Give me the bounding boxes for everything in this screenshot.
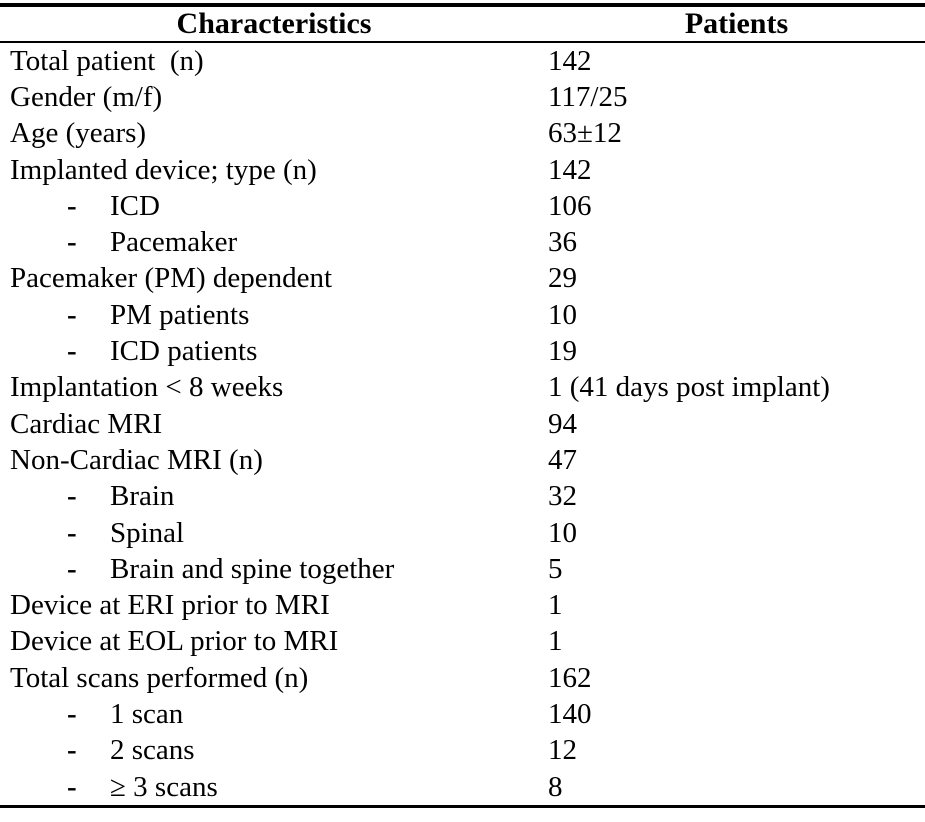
row-label: - ≥ 3 scans <box>0 771 548 804</box>
header-characteristics: Characteristics <box>176 7 372 40</box>
table-row: Total scans performed (n) 162 <box>0 660 925 696</box>
row-value: 10 <box>548 516 577 549</box>
row-label-text: Spinal <box>110 516 185 549</box>
row-label-text: ICD <box>110 189 160 222</box>
row-label: Implanted device; type (n) <box>10 153 317 186</box>
row-value: 1 <box>548 625 563 658</box>
row-bullet: - <box>67 734 77 767</box>
row-value: 10 <box>548 298 577 331</box>
row-label-text: PM patients <box>110 298 250 331</box>
row-label: - PM patients <box>0 299 548 332</box>
table-row: Device at EOL prior to MRI 1 <box>0 624 925 660</box>
row-bullet: - <box>67 189 77 222</box>
row-value: 1 (41 days post implant) <box>548 371 830 404</box>
row-label-text: 2 scans <box>110 734 195 767</box>
row-value: 32 <box>548 480 577 513</box>
row-label: - Brain <box>0 480 548 513</box>
row-label-text: 1 scan <box>110 697 184 730</box>
row-value: 12 <box>548 734 577 767</box>
table-row: Gender (m/f) 117/25 <box>0 79 925 115</box>
row-value: 142 <box>548 153 592 186</box>
row-value: 106 <box>548 189 592 222</box>
row-label-text: Pacemaker <box>110 226 238 259</box>
row-label-text: Brain <box>110 480 175 513</box>
row-value: 36 <box>548 226 577 259</box>
row-label: Age (years) <box>10 117 147 150</box>
row-bullet: - <box>67 226 77 259</box>
table-row: Cardiac MRI 94 <box>0 406 925 442</box>
header-patients: Patients <box>684 7 789 40</box>
row-bullet: - <box>67 298 77 331</box>
row-bullet: - <box>67 552 77 585</box>
row-value: 117/25 <box>548 80 628 113</box>
row-value: 162 <box>548 661 592 694</box>
row-label: - ICD <box>0 190 548 223</box>
table-row: Pacemaker (PM) dependent 29 <box>0 261 925 297</box>
row-label: Cardiac MRI <box>10 407 163 440</box>
row-value: 63±12 <box>548 117 622 150</box>
row-label: Gender (m/f) <box>10 80 163 113</box>
row-label: - Spinal <box>0 517 548 550</box>
row-value: 5 <box>548 552 563 585</box>
row-value: 94 <box>548 407 577 440</box>
row-value: 29 <box>548 262 577 295</box>
table-row: - Brain and spine together 5 <box>0 551 925 587</box>
table-row: - Pacemaker 36 <box>0 224 925 260</box>
table-row: Implanted device; type (n) 142 <box>0 152 925 188</box>
row-label: Implantation < 8 weeks <box>10 371 284 404</box>
table-bottom-rule <box>0 805 925 809</box>
row-bullet: - <box>67 335 77 368</box>
table-row: -2 scans 12 <box>0 733 925 769</box>
row-label: - Brain and spine together <box>0 553 548 586</box>
table-header-row: Characteristics Patients <box>0 7 925 41</box>
row-label: Device at EOL prior to MRI <box>10 625 339 658</box>
row-label: Device at ERI prior to MRI <box>10 589 330 622</box>
row-value: 19 <box>548 335 577 368</box>
table-row: Implantation < 8 weeks 1 (41 days post i… <box>0 370 925 406</box>
table-row: Total patient (n) 142 <box>0 43 925 79</box>
row-label: Total scans performed (n) <box>10 661 309 694</box>
row-label: Total patient (n) <box>10 44 204 77</box>
row-value: 142 <box>548 44 592 77</box>
row-label-text: ICD patients <box>110 335 258 368</box>
row-label-text: Brain and spine together <box>110 552 395 585</box>
table-body: Total patient (n) 142 Gender (m/f) 117/2… <box>0 43 925 805</box>
row-label: -1 scan <box>0 698 548 731</box>
row-label: -2 scans <box>0 734 548 767</box>
row-label-text: ≥ 3 scans <box>110 770 218 803</box>
table-row: - PM patients 10 <box>0 297 925 333</box>
row-label: Non-Cardiac MRI (n) <box>10 443 263 476</box>
table-top-rule <box>0 3 925 7</box>
table-row: Non-Cardiac MRI (n) 47 <box>0 442 925 478</box>
row-value: 47 <box>548 443 577 476</box>
row-bullet: - <box>67 516 77 549</box>
row-label: - ICD patients <box>0 335 548 368</box>
row-bullet: - <box>67 697 77 730</box>
table-header-rule <box>0 41 925 43</box>
table-row: - Brain 32 <box>0 479 925 515</box>
row-value: 8 <box>548 770 563 803</box>
row-value: 140 <box>548 697 592 730</box>
table-row: - ICD patients 19 <box>0 333 925 369</box>
table-row: -1 scan 140 <box>0 696 925 732</box>
row-label: - Pacemaker <box>0 226 548 259</box>
row-bullet: - <box>67 480 77 513</box>
table-row: - Spinal 10 <box>0 515 925 551</box>
table-row: - ≥ 3 scans 8 <box>0 769 925 805</box>
row-bullet: - <box>67 770 77 803</box>
row-label: Pacemaker (PM) dependent <box>10 262 333 295</box>
table-row: - ICD 106 <box>0 188 925 224</box>
table-row: Age (years) 63±12 <box>0 116 925 152</box>
table-row: Device at ERI prior to MRI 1 <box>0 587 925 623</box>
row-value: 1 <box>548 589 563 622</box>
